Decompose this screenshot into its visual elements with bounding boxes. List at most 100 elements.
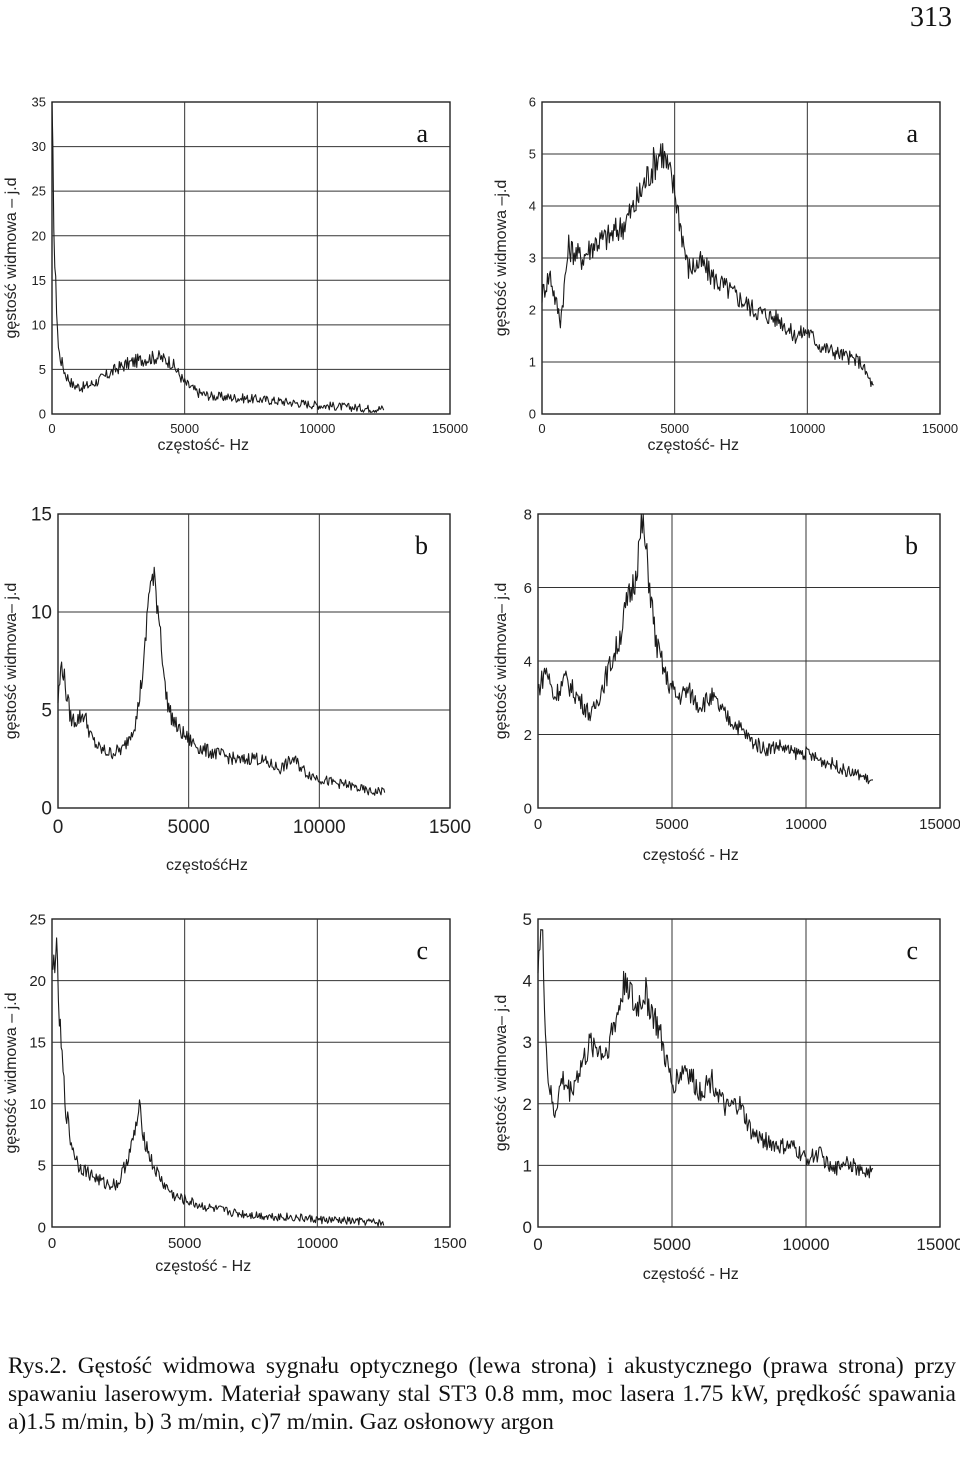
x-axis-label: częstośćHz xyxy=(166,857,248,874)
y-tick-label: 3 xyxy=(529,251,536,266)
y-tick-label: 8 xyxy=(524,506,532,523)
y-tick-label: 15 xyxy=(29,1034,46,1051)
panel-label: c xyxy=(906,936,918,965)
x-tick-label: 15000 xyxy=(919,816,960,833)
x-tick-label: 15000 xyxy=(432,421,468,436)
x-tick-label: 5000 xyxy=(170,421,199,436)
y-axis-label: gęstość widmowa – j.d xyxy=(3,178,20,339)
x-axis-label: częstość- Hz xyxy=(157,437,249,454)
y-tick-label: 0 xyxy=(39,407,46,422)
x-axis-label: częstość - Hz xyxy=(643,1266,739,1283)
y-tick-label: 10 xyxy=(29,1096,46,1113)
panel-label: a xyxy=(906,119,918,148)
x-tick-label: 15000 xyxy=(916,1235,960,1254)
chart-b-optical: 0 5 10 15 0 5000 10000 1500 częstośćHz gęstość wi… xyxy=(0,500,471,890)
x-tick-label: 5000 xyxy=(655,816,688,833)
x-tick-label: 10000 xyxy=(299,421,335,436)
y-tick-label: 20 xyxy=(29,973,46,990)
y-tick-label: 5 xyxy=(529,147,536,162)
y-tick-label: 6 xyxy=(524,580,532,597)
y-tick-label: 4 xyxy=(524,653,532,670)
y-tick-label: 0 xyxy=(523,1218,532,1237)
x-tick-label: 10000 xyxy=(296,1235,338,1252)
spectrum-line xyxy=(537,513,873,785)
plot-frame xyxy=(51,101,451,415)
y-tick-label: 5 xyxy=(38,1158,46,1175)
x-tick-label: 10000 xyxy=(782,1235,829,1254)
figure-caption: Rys.2. Gęstość widmowa sygnału optyczneg… xyxy=(8,1353,956,1435)
y-tick-label: 3 xyxy=(523,1033,532,1052)
panel-label: a xyxy=(416,119,428,148)
chart-svg: 0 5 10 15 0 5000 10000 1500 częstośćHz gęstość wi… xyxy=(3,505,471,874)
y-tick-label: 15 xyxy=(31,505,52,526)
chart-svg: 0 2 4 6 8 0 5000 10000 15000 częstość - Hz gęstość… xyxy=(493,506,960,864)
plot-frame xyxy=(537,918,941,1228)
y-tick-label: 0 xyxy=(524,800,532,817)
y-tick-label: 4 xyxy=(523,972,532,991)
spectrum-line xyxy=(541,143,874,388)
y-tick-label: 1 xyxy=(529,355,536,370)
y-axis-label: gęstość widmowa– j.d xyxy=(493,995,510,1152)
y-tick-label: 2 xyxy=(529,303,536,318)
chart-c-acoustic: 0 1 2 3 4 5 0 5000 10000 15000 częstość - Hz gęstoś… xyxy=(490,905,960,1295)
x-axis-label: częstość - Hz xyxy=(643,847,739,864)
x-tick-label: 0 xyxy=(533,1235,542,1254)
x-tick-label: 0 xyxy=(48,421,55,436)
y-tick-label: 35 xyxy=(32,95,46,110)
x-tick-label: 1500 xyxy=(429,817,471,838)
y-tick-label: 20 xyxy=(32,228,46,243)
y-tick-label: 6 xyxy=(529,95,536,110)
x-tick-label: 0 xyxy=(534,816,542,833)
y-axis-label: gęstość widmowa– j.d xyxy=(3,583,20,740)
y-tick-label: 10 xyxy=(32,317,46,332)
y-tick-label: 10 xyxy=(31,603,52,624)
chart-svg: 0 5 10 15 20 25 30 35 0 5000 10000 15000 częstość- H… xyxy=(3,95,468,454)
x-tick-label: 10000 xyxy=(789,421,825,436)
panel-label: b xyxy=(905,531,918,560)
y-axis-label: gęstość widmowa – j.d xyxy=(3,993,20,1154)
chart-svg: 0 1 2 3 4 5 0 5000 10000 15000 częstość - Hz gęstoś… xyxy=(493,910,960,1283)
spectrum-line xyxy=(51,937,385,1227)
x-tick-label: 10000 xyxy=(785,816,827,833)
y-tick-label: 25 xyxy=(32,184,46,199)
panel-label: c xyxy=(416,936,428,965)
x-tick-label: 0 xyxy=(53,817,64,838)
x-tick-label: 0 xyxy=(538,421,545,436)
x-axis-label: częstość - Hz xyxy=(155,1258,251,1275)
plot-frame xyxy=(57,513,451,809)
plot-frame xyxy=(51,918,451,1228)
y-tick-label: 0 xyxy=(41,799,52,820)
chart-a-acoustic: 0 1 2 3 4 5 6 0 5000 10000 15000 częstość- Hz gęstoś… xyxy=(490,90,960,470)
x-tick-label: 5000 xyxy=(168,817,210,838)
y-axis-label: gęstość widmowa –j.d xyxy=(493,180,510,337)
chart-c-optical: 0 5 10 15 20 25 0 5000 10000 1500 częstość - Hz gęs… xyxy=(0,905,470,1295)
y-tick-label: 15 xyxy=(32,273,46,288)
spectrum-line xyxy=(537,928,874,1179)
x-tick-label: 5000 xyxy=(660,421,689,436)
y-tick-label: 4 xyxy=(529,199,536,214)
y-tick-label: 1 xyxy=(523,1156,532,1175)
spectrum-line xyxy=(51,101,385,414)
y-tick-label: 30 xyxy=(32,139,46,154)
chart-svg: 0 1 2 3 4 5 6 0 5000 10000 15000 częstość- Hz gęstoś… xyxy=(493,95,958,454)
chart-b-acoustic: 0 2 4 6 8 0 5000 10000 15000 częstość - Hz gęstość… xyxy=(490,500,960,890)
x-tick-label: 15000 xyxy=(922,421,958,436)
page-number: 313 xyxy=(910,2,952,33)
y-tick-label: 2 xyxy=(524,727,532,744)
y-tick-label: 5 xyxy=(41,701,52,722)
x-tick-label: 5000 xyxy=(653,1235,691,1254)
y-tick-label: 2 xyxy=(523,1095,532,1114)
x-tick-label: 10000 xyxy=(293,817,346,838)
x-tick-label: 0 xyxy=(48,1235,56,1252)
y-tick-label: 0 xyxy=(529,407,536,422)
x-tick-label: 5000 xyxy=(168,1235,201,1252)
spectrum-line xyxy=(57,566,386,796)
y-tick-label: 25 xyxy=(29,911,46,928)
panel-label: b xyxy=(415,531,428,560)
chart-svg: 0 5 10 15 20 25 0 5000 10000 1500 częstość - Hz gęs… xyxy=(3,911,467,1275)
y-axis-label: gęstość widmowa– j.d xyxy=(493,583,510,740)
chart-a-optical: 0 5 10 15 20 25 30 35 0 5000 10000 15000 częstość- H… xyxy=(0,90,470,470)
y-tick-label: 5 xyxy=(39,362,46,377)
y-tick-label: 0 xyxy=(38,1219,46,1236)
y-tick-label: 5 xyxy=(523,910,532,929)
